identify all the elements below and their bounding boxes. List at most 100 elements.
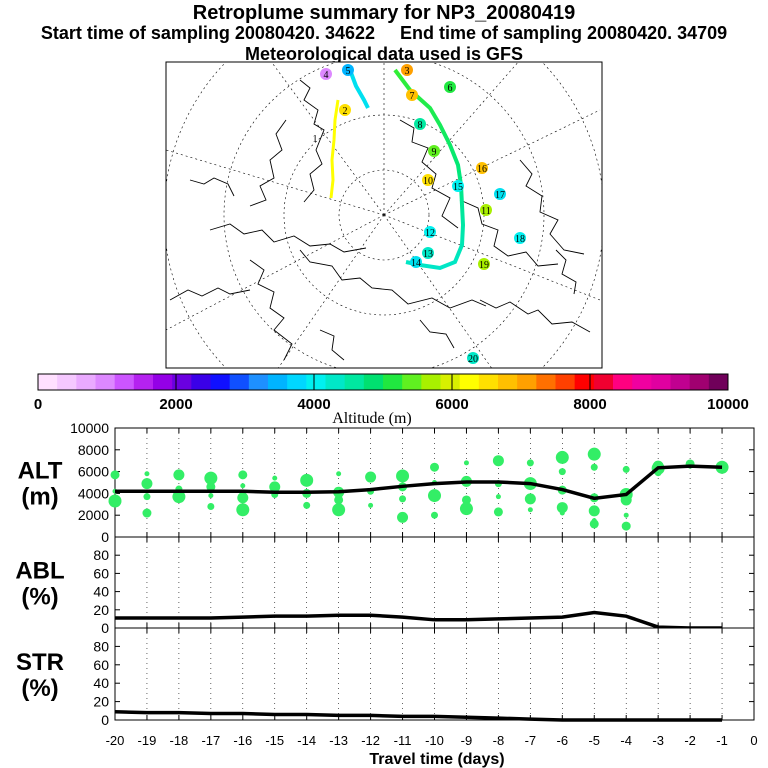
map-marker-dot (480, 204, 492, 216)
cluster-point (620, 494, 632, 506)
cluster-point (238, 470, 248, 480)
colorbar-cell (498, 374, 518, 390)
map-day-marker: 7 (406, 89, 418, 102)
x-tick-label: -15 (265, 733, 284, 748)
map-day-marker: 4 (320, 68, 332, 81)
y-axis-label: ABL (15, 558, 64, 585)
map-day-marker: 2 (339, 104, 351, 117)
cluster-point (559, 510, 565, 516)
cluster-point (430, 462, 439, 472)
colorbar-cell (689, 374, 710, 390)
cluster-point (108, 494, 122, 508)
colorbar-cell (363, 374, 384, 390)
trajectory-main (393, 68, 466, 271)
cluster-point (303, 501, 311, 509)
cluster-point (336, 471, 342, 477)
map-marker-label: 8 (418, 120, 423, 131)
cluster-point (587, 447, 601, 461)
x-tick-label: -17 (201, 733, 220, 748)
map-marker-label: 5 (346, 66, 351, 77)
y-tick-label: 10000 (70, 420, 109, 436)
map-day-marker: 9 (428, 145, 440, 158)
colorbar-tick-label: 6000 (435, 396, 468, 413)
x-tick-label: -19 (138, 733, 157, 748)
x-tick-label: -1 (716, 733, 728, 748)
colorbar-cell (536, 374, 556, 390)
colorbar-cell (248, 374, 269, 390)
panel-alt: 0 2000 4000 6000 8000 10000 ALT(m) (18, 420, 755, 545)
map-marker-dot (320, 68, 332, 80)
map-day-marker: 1 (313, 134, 318, 145)
cluster-point (493, 507, 503, 517)
map-marker-dot (339, 104, 351, 116)
map-marker-dot (494, 188, 506, 200)
colorbar-tick-label: 2000 (159, 396, 192, 413)
x-tick-label: -10 (425, 733, 444, 748)
colorbar-cell (287, 374, 307, 390)
map-marker-dot (478, 258, 490, 270)
cluster-point (365, 471, 377, 483)
cluster-point (526, 459, 534, 467)
map-marker-label: 17 (495, 190, 505, 201)
x-axis: Travel time (days) -20 -19 -18 -17 -16 -15 -14… (106, 733, 758, 768)
cluster-point (272, 475, 278, 481)
colorbar-cell (268, 374, 288, 390)
y-tick-label: 4000 (78, 485, 109, 501)
y-axis-label: ALT (18, 458, 63, 485)
map-marker-label: 16 (477, 164, 487, 175)
cluster-point (623, 512, 629, 518)
x-tick-label: -13 (329, 733, 348, 748)
altitude-colorbar: 0 2000 4000 6000 8000 10000 Altitude (m) (34, 373, 749, 427)
colorbar-cell (440, 374, 461, 390)
colorbar-cell (191, 374, 211, 390)
colorbar-cell (210, 374, 231, 390)
x-tick-label: -6 (557, 733, 569, 748)
map-marker-label: 12 (425, 228, 435, 239)
map-marker-label: 13 (423, 249, 433, 260)
map-day-marker: 13 (422, 247, 434, 260)
panel-abl: 0 20 40 60 80 ABL(%) (15, 536, 755, 636)
cluster-point (556, 502, 568, 514)
colorbar-cell (383, 374, 403, 390)
y-axis-label: STR (16, 649, 64, 676)
map-marker-label: 15 (453, 182, 463, 193)
map-day-marker: 18 (514, 232, 526, 245)
map-day-marker: 17 (494, 188, 506, 201)
map-marker-label: 2 (343, 106, 348, 117)
y-tick-label: 0 (101, 712, 109, 728)
x-tick-label: -14 (297, 733, 316, 748)
cluster-point (269, 481, 281, 493)
end-time-label: End time of sampling 20080420. 34709 (400, 23, 728, 43)
map-day-marker: 8 (414, 118, 426, 131)
x-tick-label: -11 (394, 733, 412, 748)
colorbar-cell (593, 374, 614, 390)
coastlines (169, 79, 591, 361)
x-tick-label: -12 (361, 733, 380, 748)
colorbar-cell (76, 374, 96, 390)
abl-line (115, 610, 723, 630)
colorbar-tick-label: 10000 (707, 396, 749, 413)
cluster-point (300, 473, 314, 487)
colorbar-cell (38, 374, 58, 390)
cluster-point (495, 494, 501, 500)
trajectory-cyan (348, 69, 370, 109)
cluster-point (527, 507, 533, 513)
map-marker-dot (444, 81, 456, 93)
str-line (114, 709, 723, 722)
sampling-times: Start time of sampling 20080420. 34622 E… (0, 23, 768, 44)
cluster-point (524, 493, 536, 505)
colorbar-cell (555, 374, 576, 390)
map-marker-dot (342, 64, 354, 76)
colorbar-cell (325, 374, 346, 390)
cluster-point (240, 483, 246, 489)
colorbar-cell (517, 374, 537, 390)
x-tick-label: -3 (652, 733, 664, 748)
colorbar-cell (306, 374, 326, 390)
colorbar-tick-label: 8000 (573, 396, 606, 413)
colorbar-cell (114, 374, 135, 390)
map-marker-dot (401, 64, 413, 76)
cluster-point (143, 493, 151, 501)
map-marker-dot (428, 145, 440, 157)
colorbar-cell (402, 374, 422, 390)
